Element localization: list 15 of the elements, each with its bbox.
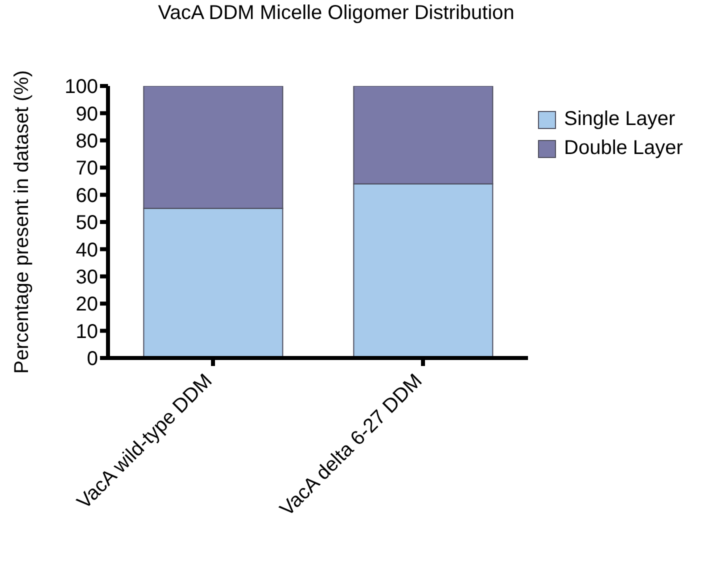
legend-label: Single Layer [564, 108, 676, 131]
y-tick-label: 10 [76, 320, 98, 343]
y-tick-label: 40 [76, 239, 98, 262]
y-tick-label: 60 [76, 184, 98, 207]
y-tick-label: 30 [76, 266, 98, 288]
y-tick-label: 0 [86, 348, 98, 370]
legend-label: Double Layer [564, 137, 683, 160]
y-tick-label: 20 [76, 294, 98, 316]
y-tick-label: 90 [76, 103, 98, 126]
y-tick-label: 50 [76, 212, 98, 234]
chart-title: VacA DDM Micelle Oligomer Distribution [158, 2, 514, 25]
y-tick-label: 70 [76, 158, 98, 180]
y-axis-title: Percentage present in dataset (%) [11, 70, 34, 374]
y-tick-label: 100 [64, 76, 98, 98]
y-tick-label: 80 [76, 130, 98, 152]
